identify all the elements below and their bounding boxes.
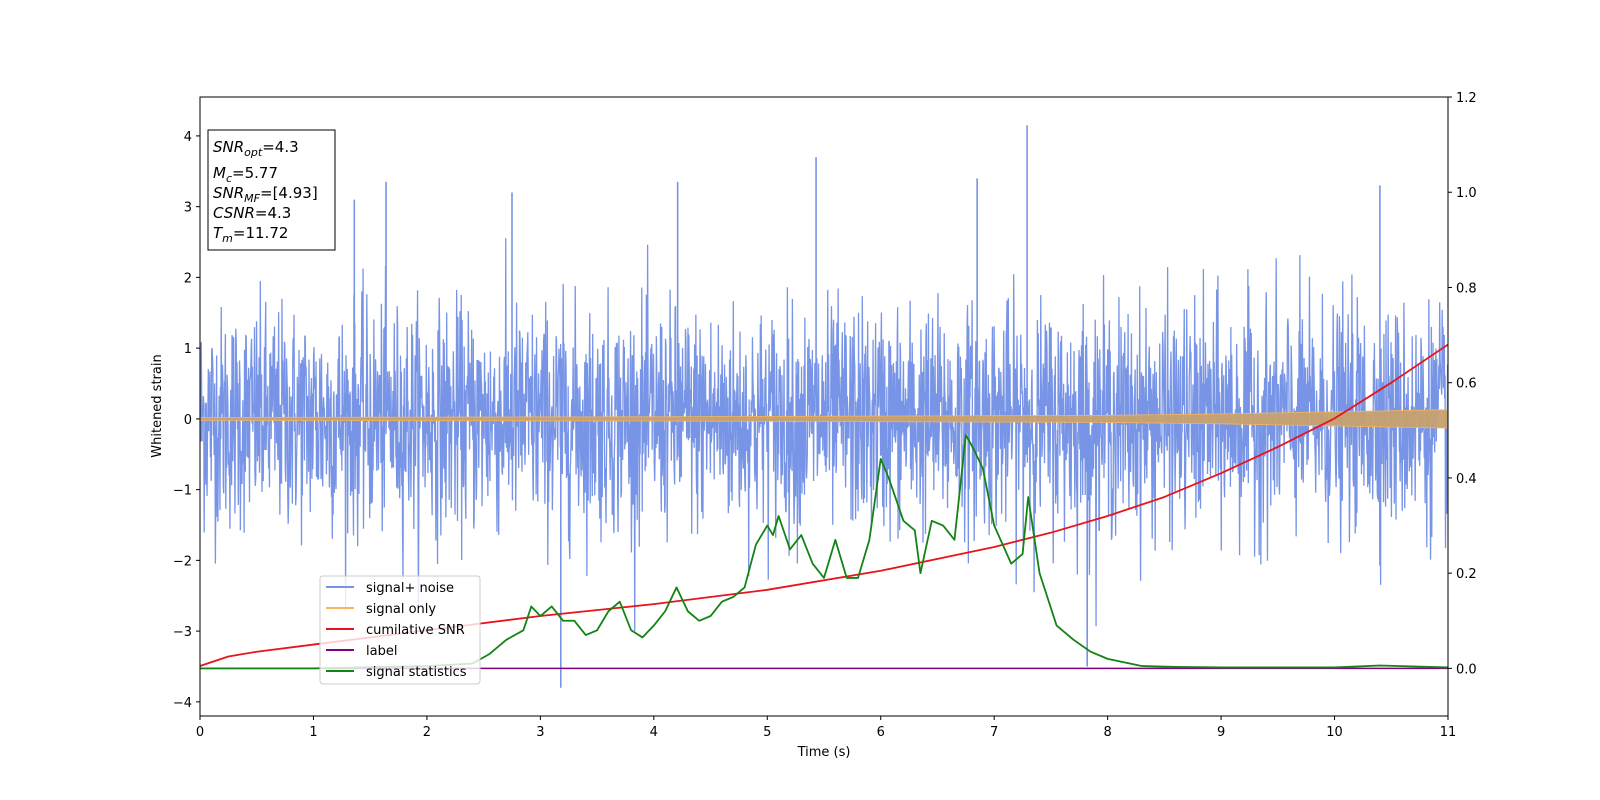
plot-frame (199, 96, 1449, 717)
info-box: SNRopt=4.3 Mc=5.77 SNRMF=[4.93] CSNR=4.3… (207, 129, 336, 251)
x-tick-label: 10 (1326, 725, 1343, 740)
x-tick-label: 11 (1440, 725, 1457, 740)
y-tick-label: 4 (184, 130, 192, 145)
legend-label-cumulative-snr: cumilative SNR (366, 623, 465, 638)
x-tick-label: 9 (1217, 725, 1225, 740)
y-axis-label: Whitened strain (150, 354, 165, 457)
y-tick-label: 3 (184, 201, 192, 216)
legend-label-signal-statistics: signal statistics (366, 665, 467, 680)
y-tick-label: 2 (184, 271, 192, 286)
legend-label-label: label (366, 644, 397, 659)
info-merger-time: Tm=11.72 (213, 224, 288, 245)
y2-tick-label: 1.2 (1456, 91, 1477, 106)
x-tick-label: 3 (536, 725, 544, 740)
x-axis-label: Time (s) (797, 745, 851, 760)
x-tick-label: 7 (990, 725, 998, 740)
y-tick-label: −4 (173, 696, 192, 711)
y-tick-label: 1 (184, 342, 192, 357)
series-signal-statistics (200, 434, 1448, 670)
y2-tick-label: 0.8 (1456, 281, 1477, 296)
y2-tick-label: 1.0 (1456, 186, 1477, 201)
series-signal-only (200, 409, 1448, 429)
legend-label-signal-only: signal only (366, 602, 436, 617)
x-tick-label: 6 (877, 725, 885, 740)
series-cumulative-snr (200, 343, 1448, 667)
x-tick-label: 1 (309, 725, 317, 740)
x-tick-label: 4 (650, 725, 658, 740)
legend-label-signal-noise: signal+ noise (366, 581, 454, 596)
x-tick-label: 2 (423, 725, 431, 740)
info-snr-mf: SNRMF=[4.93] (213, 184, 318, 205)
info-csnr: CSNR=4.3 (213, 204, 291, 222)
info-chirp-mass: Mc=5.77 (213, 164, 278, 185)
y2-tick-label: 0.2 (1456, 567, 1477, 582)
y-tick-label: −2 (173, 554, 192, 569)
legend: signal+ noise signal only cumilative SNR… (319, 575, 481, 685)
y-tick-label: 0 (184, 413, 192, 428)
x-tick-label: 8 (1103, 725, 1111, 740)
info-snr-opt: SNRopt=4.3 (213, 138, 299, 159)
y-tick-label: −3 (173, 625, 192, 640)
y2-tick-label: 0.4 (1456, 472, 1477, 487)
y2-tick-label: 0.6 (1456, 377, 1477, 392)
y-tick-label: −1 (173, 484, 192, 499)
x-tick-label: 0 (196, 725, 204, 740)
y2-tick-label: 0.0 (1456, 662, 1477, 677)
x-tick-label: 5 (763, 725, 771, 740)
